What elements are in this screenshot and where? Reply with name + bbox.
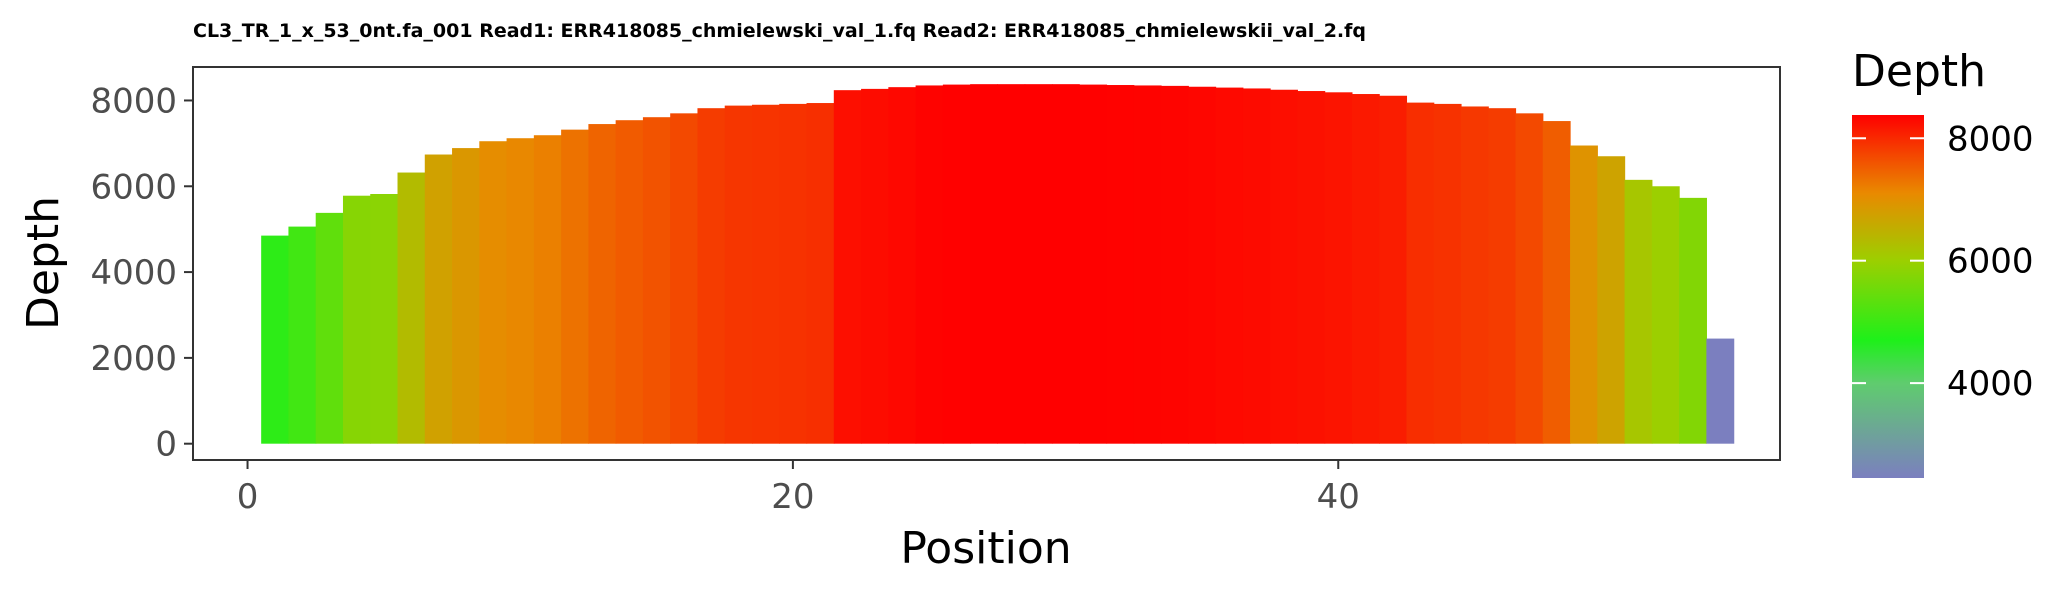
bar: [1106, 85, 1135, 444]
bar: [588, 124, 617, 444]
x-tick-label: 20: [771, 477, 814, 517]
bar: [1297, 91, 1326, 444]
bar: [1570, 145, 1598, 444]
bar: [1651, 186, 1680, 444]
bar: [1079, 84, 1108, 444]
bar: [288, 226, 317, 444]
bar: [1515, 113, 1544, 444]
bar: [452, 148, 480, 444]
bar: [1133, 85, 1162, 444]
bar: [1161, 85, 1189, 444]
bar: [1460, 106, 1489, 444]
y-axis: 0 2000 4000 6000 8000: [90, 81, 193, 465]
bars-group: [261, 84, 1735, 444]
bar: [724, 105, 753, 444]
bar: [315, 212, 344, 444]
y-axis-title: Depth: [18, 196, 69, 330]
y-tick-label: 4000: [90, 253, 177, 293]
y-tick-label: 0: [155, 425, 177, 465]
bar: [1242, 88, 1271, 444]
bar: [261, 235, 290, 444]
bar: [670, 113, 699, 444]
x-tick-label: 0: [237, 477, 259, 517]
bar: [1433, 103, 1462, 444]
legend-ticks: 4000 6000 8000: [1852, 119, 2034, 404]
bar: [1188, 86, 1217, 444]
legend-tick-label: 8000: [1947, 119, 2034, 159]
y-tick-label: 2000: [90, 339, 177, 379]
bar: [697, 108, 726, 444]
bar: [1679, 197, 1707, 444]
bar: [779, 103, 808, 444]
y-tick-label: 6000: [90, 167, 177, 207]
bar: [1488, 108, 1517, 444]
bar: [506, 138, 535, 444]
bar: [1351, 94, 1380, 444]
bar: [915, 85, 944, 444]
bar: [1324, 92, 1353, 444]
chart-title: CL3_TR_1_x_53_0nt.fa_001 Read1: ERR41808…: [193, 20, 1366, 42]
legend-colorbar: [1852, 115, 1924, 478]
bar: [342, 195, 371, 444]
bar: [479, 141, 508, 444]
bar: [1597, 156, 1626, 444]
bar: [1706, 338, 1735, 444]
bar: [861, 88, 889, 444]
plot-border: [192, 66, 1781, 461]
bar: [806, 103, 835, 444]
bar: [1024, 84, 1053, 444]
bar: [1270, 89, 1298, 444]
bar: [1624, 179, 1653, 444]
bar: [1215, 87, 1244, 444]
bar: [397, 172, 426, 444]
bar: [370, 194, 399, 444]
bar: [1406, 102, 1435, 444]
bar: [424, 154, 453, 444]
bar: [642, 117, 671, 444]
bar: [751, 104, 780, 444]
bar: [1542, 121, 1571, 444]
legend-title: Depth: [1852, 46, 1986, 97]
bar: [615, 120, 644, 444]
bar: [561, 129, 589, 444]
bar: [997, 84, 1026, 444]
bar: [970, 84, 999, 444]
bar: [533, 135, 562, 444]
x-axis: 0 20 40: [237, 460, 1360, 517]
bar: [1051, 84, 1080, 444]
bar: [888, 87, 917, 444]
x-tick-label: 40: [1317, 477, 1360, 517]
y-tick-label: 8000: [90, 81, 177, 121]
legend-tick-label: 4000: [1947, 364, 2034, 404]
bar: [833, 90, 862, 444]
legend-tick-label: 6000: [1947, 242, 2034, 282]
bar: [942, 84, 971, 444]
x-axis-title: Position: [900, 523, 1071, 574]
bar: [1379, 95, 1408, 444]
